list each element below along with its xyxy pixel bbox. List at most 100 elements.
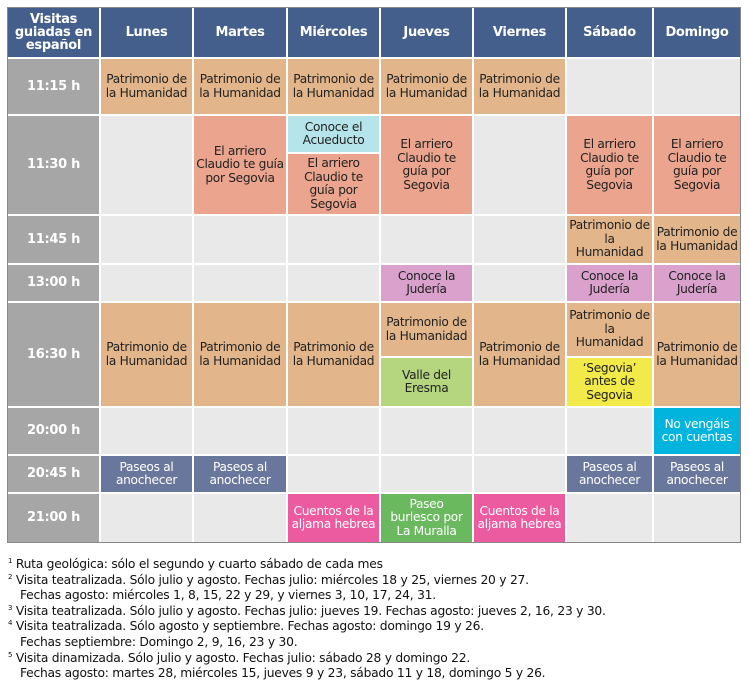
cell-text: Patrimonio de la Humanidad: [478, 72, 561, 100]
cell-text: Martes: [215, 24, 265, 40]
cell-text: Cuentos de la aljama hebrea: [477, 503, 562, 531]
footnote-text: Visita teatralizada. Sólo julio y agosto…: [12, 603, 606, 618]
empty-cell: [193, 215, 287, 264]
activity-cell: Conoce la Judería: [566, 264, 653, 302]
time-label: 20:00 h: [7, 407, 100, 455]
activity-cell: Paseo burlesco por La Muralla: [380, 493, 473, 543]
cell-text: El arriero Claudio te guía por Segovia: [397, 137, 456, 192]
activity-cell: ‘Segovia’ antes de Segovia: [566, 357, 653, 407]
footnote: 2 Visita teatralizada. Sólo julio y agos…: [8, 573, 606, 589]
activity-cell: Patrimonio de la Humanidad: [193, 302, 287, 407]
cell-text: Visitas guiadas en español: [14, 12, 93, 53]
cell-text: Cuentos de la aljama hebrea: [291, 503, 376, 531]
cell-text: Paseos al anochecer: [209, 459, 271, 487]
activity-cell: Conoce la Judería: [380, 264, 473, 302]
cell-text: El arriero Claudio te guía por Segovia: [196, 143, 284, 185]
cell-text: 11:15 h: [26, 78, 81, 94]
cell-text: Conoce la Judería: [668, 268, 726, 296]
cell-text: 11:45 h: [26, 231, 81, 247]
activity-cell: Cuentos de la aljama hebrea: [287, 493, 380, 543]
activity-cell: Patrimonio de la Humanidad: [473, 302, 566, 407]
activity-cell: Paseos al anochecer: [653, 455, 741, 493]
footnotes: 1 Ruta geológica: sólo el segundo y cuar…: [8, 557, 606, 682]
cell-text: Jueves: [403, 24, 450, 40]
empty-cell: [473, 455, 566, 493]
cell-text: El arriero Claudio te guía por Segovia: [304, 156, 363, 211]
cell-text: Valle del Eresma: [402, 367, 451, 395]
empty-cell: [100, 115, 193, 215]
cell-text: Domingo: [665, 24, 729, 40]
cell-text: Patrimonio de la Humanidad: [656, 340, 738, 368]
footnote-text: Fechas septiembre: Domingo 2, 9, 16, 23 …: [20, 634, 298, 649]
activity-cell: Patrimonio de la Humanidad: [287, 58, 380, 115]
empty-cell: [473, 115, 566, 215]
activity-cell: El arriero Claudio te guía por Segovia: [653, 115, 741, 215]
activity-cell: Patrimonio de la Humanidad: [287, 302, 380, 407]
cell-text: Patrimonio de la Humanidad: [385, 72, 468, 100]
empty-cell: [653, 493, 741, 543]
footnote-number: 5: [8, 650, 13, 659]
time-label: 11:45 h: [7, 215, 100, 264]
activity-cell: Patrimonio de la Humanidad: [653, 302, 741, 407]
footnote: 3 Visita teatralizada. Sólo julio y agos…: [8, 604, 606, 620]
time-label: 20:45 h: [7, 455, 100, 493]
cell-text: Patrimonio de la Humanidad: [656, 225, 738, 253]
empty-cell: [100, 407, 193, 455]
footnote-text: Visita teatralizada. Sólo agosto y septi…: [12, 619, 484, 634]
footnote: Fechas agosto: miércoles 1, 8, 15, 22 y …: [8, 588, 606, 604]
cell-text: Conoce la Judería: [397, 268, 456, 296]
cell-text: Patrimonio de la Humanidad: [105, 340, 188, 368]
footnote-text: Fechas agosto: martes 28, miércoles 15, …: [20, 666, 546, 681]
empty-cell: [653, 58, 741, 115]
cell-text: Patrimonio de la Humanidad: [385, 315, 468, 343]
time-label: 16:30 h: [7, 302, 100, 407]
footnote: Fechas septiembre: Domingo 2, 9, 16, 23 …: [8, 635, 606, 651]
cell-text: No vengáis con cuentas: [661, 416, 733, 444]
cell-text: El arriero Claudio te guía por Segovia: [580, 137, 639, 192]
activity-cell: Patrimonio de la Humanidad: [653, 215, 741, 264]
cell-text: Patrimonio de la Humanidad: [199, 340, 281, 368]
activity-cell: El arriero Claudio te guía por Segovia: [380, 115, 473, 215]
header-day: Sábado: [566, 7, 653, 58]
header-day: Lunes: [100, 7, 193, 58]
cell-text: Patrimonio de la Humanidad: [292, 340, 375, 368]
footnote-text: Visita teatralizada. Sólo julio y agosto…: [12, 572, 529, 587]
empty-cell: [100, 215, 193, 264]
footnote: Fechas agosto: martes 28, miércoles 15, …: [8, 666, 606, 682]
cell-text: 16:30 h: [26, 346, 81, 362]
empty-cell: [287, 455, 380, 493]
empty-cell: [380, 455, 473, 493]
footnote-text: Ruta geológica: sólo el segundo y cuarto…: [12, 557, 383, 571]
empty-cell: [193, 264, 287, 302]
activity-cell: Valle del Eresma: [380, 357, 473, 407]
activity-cell: El arriero Claudio te guía por Segovia: [287, 153, 380, 215]
empty-cell: [380, 407, 473, 455]
empty-cell: [566, 407, 653, 455]
activity-cell: Patrimonio de la Humanidad: [193, 58, 287, 115]
cell-text: Viernes: [492, 24, 547, 40]
activity-cell: El arriero Claudio te guía por Segovia: [193, 115, 287, 215]
cell-text: Sábado: [583, 24, 636, 40]
activity-cell: Conoce el Acueducto: [287, 115, 380, 153]
empty-cell: [473, 407, 566, 455]
empty-cell: [100, 493, 193, 543]
activity-cell: No vengáis con cuentas: [653, 407, 741, 455]
cell-text: Miércoles: [299, 24, 368, 40]
activity-cell: Patrimonio de la Humanidad: [100, 302, 193, 407]
empty-cell: [100, 264, 193, 302]
cell-text: Paseos al anochecer: [115, 459, 178, 487]
cell-text: ‘Segovia’ antes de Segovia: [582, 360, 637, 402]
activity-cell: Paseos al anochecer: [193, 455, 287, 493]
cell-text: 20:00 h: [26, 423, 81, 439]
footnote-number: 3: [8, 603, 13, 612]
cell-text: Paseos al anochecer: [578, 459, 641, 487]
header-day: Viernes: [473, 7, 566, 58]
activity-cell: Patrimonio de la Humanidad: [566, 215, 653, 264]
cell-text: Patrimonio de la Humanidad: [478, 340, 561, 368]
activity-cell: Paseos al anochecer: [100, 455, 193, 493]
header-day: Jueves: [380, 7, 473, 58]
empty-cell: [193, 493, 287, 543]
cell-text: Conoce el Acueducto: [302, 119, 365, 147]
footnote: 4 Visita teatralizada. Sólo agosto y sep…: [8, 619, 606, 635]
cell-text: Paseo burlesco por La Muralla: [390, 496, 463, 538]
